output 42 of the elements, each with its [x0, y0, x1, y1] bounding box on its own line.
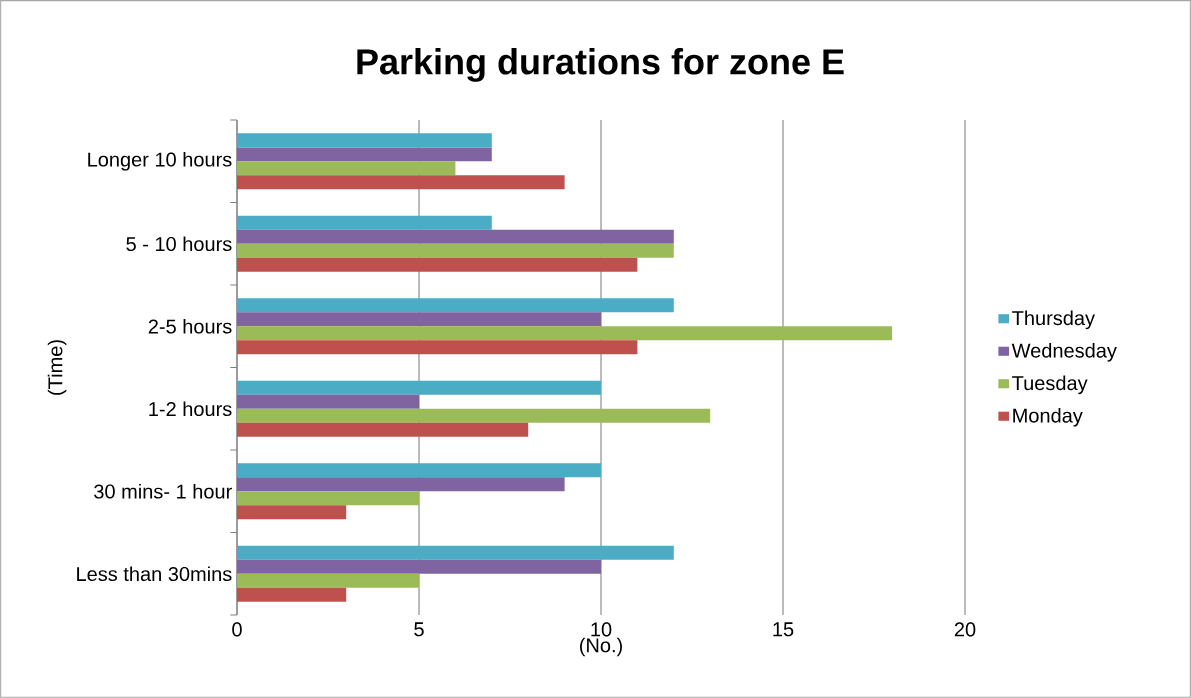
bar [237, 587, 347, 602]
bar [237, 491, 420, 506]
bar [237, 394, 420, 409]
legend-label: Thursday [1012, 310, 1095, 330]
bar [237, 257, 638, 272]
bar [237, 573, 420, 588]
bar [237, 559, 602, 574]
y-tick-label: 5 - 10 hours [126, 236, 232, 252]
legend-label: Wednesday [1011, 343, 1117, 362]
y-tick-label: 2-5 hours [148, 318, 232, 334]
y-tick-label: 1-2 hours [149, 401, 232, 417]
y-axis-title: (Time) [47, 340, 67, 395]
bar [237, 408, 711, 423]
bar [237, 161, 456, 176]
x-tick-label: 5 [414, 622, 424, 637]
bar [237, 463, 602, 478]
bar [237, 380, 602, 395]
bar [237, 147, 492, 162]
legend-label: Monday [1013, 407, 1083, 427]
bar [237, 298, 674, 313]
legend-label: Tuesday [1012, 375, 1088, 395]
bar [237, 133, 492, 148]
x-tick-label: 20 [954, 622, 976, 637]
bar [237, 340, 638, 355]
bar [237, 477, 565, 492]
x-tick-label: 15 [773, 622, 794, 637]
y-tick-label: Longer 10 hours [88, 151, 232, 171]
x-axis-title: (No.) [580, 637, 622, 657]
y-tick-label: Less than 30mins [77, 566, 232, 582]
bar [237, 215, 492, 230]
bar [237, 505, 347, 520]
chart-title: Parking durations for zone E [357, 48, 844, 82]
bar [237, 326, 893, 341]
bar [237, 175, 565, 190]
bar [237, 243, 674, 258]
bar [237, 312, 602, 327]
x-tick-label: 10 [591, 622, 612, 637]
x-tick-label: 0 [232, 622, 242, 637]
y-tick-label: 30 mins- 1 hour [94, 483, 232, 499]
bar [237, 545, 674, 560]
bar [237, 422, 529, 437]
bar [237, 229, 674, 244]
